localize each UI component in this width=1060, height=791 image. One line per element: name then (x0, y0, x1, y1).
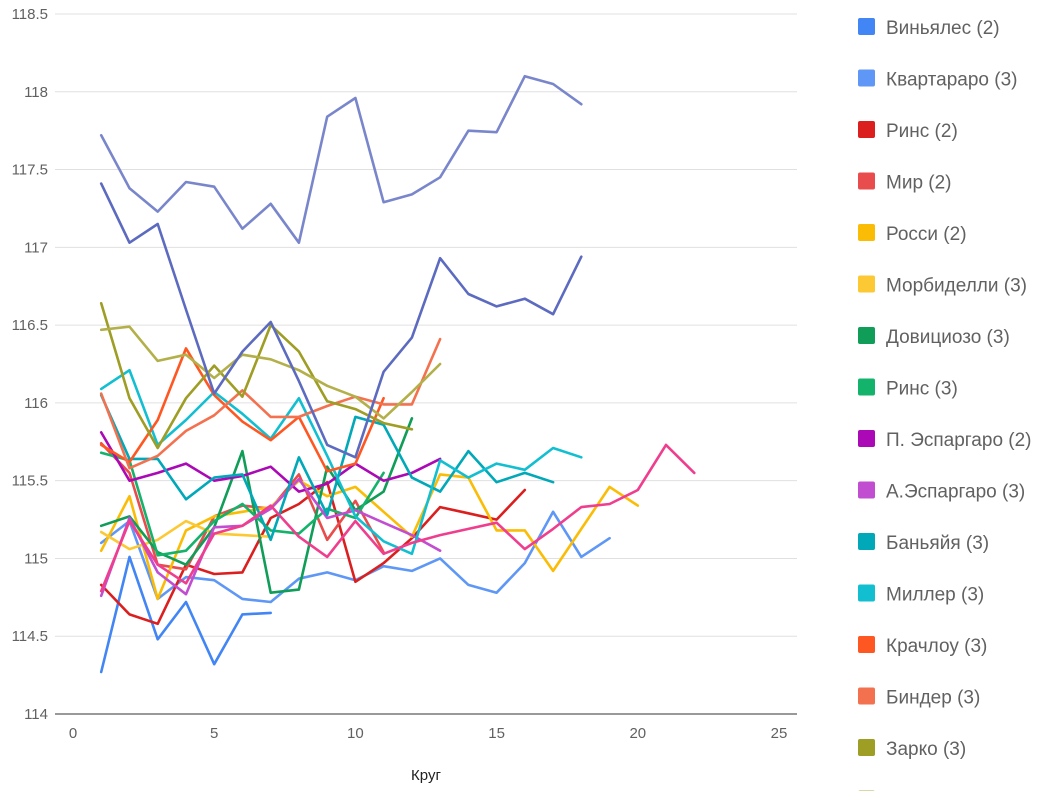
legend-label: Крачлоу (3) (886, 636, 987, 657)
y-tick-label: 114 (24, 706, 48, 723)
legend-swatch (858, 172, 875, 190)
y-tick-label: 116.5 (12, 317, 48, 334)
x-tick-label: 15 (488, 725, 505, 742)
legend-label: Зарко (3) (886, 739, 966, 760)
series-line-16 (99, 325, 442, 420)
legend-swatch (858, 584, 875, 602)
x-tick-label: 10 (347, 725, 364, 742)
x-tick-label: 0 (69, 725, 77, 742)
series-line-12 (99, 368, 583, 556)
legend-swatch (858, 430, 875, 447)
legend-label: А.Эспаргаро (3) (886, 482, 1025, 503)
series-line-11 (99, 393, 555, 542)
series-line-8 (99, 451, 385, 557)
legend-swatch (858, 69, 875, 87)
legend-label: Квартараро (3) (886, 70, 1018, 91)
legend-swatch (858, 224, 875, 241)
y-tick-label: 115.5 (12, 473, 48, 490)
x-axis-title: Круг (411, 767, 441, 784)
x-tick-label: 20 (629, 725, 646, 742)
y-axis-tick-labels: 114 114.5 115 115.5 116 116.5 117 117.5 118 118.5 (12, 6, 48, 723)
legend-swatch (858, 636, 875, 653)
legend-swatch (858, 687, 875, 705)
y-tick-label: 116 (24, 395, 48, 412)
legend-label: Биндер (3) (886, 688, 980, 709)
series-line-1 (99, 555, 273, 674)
legend-label: Морбиделли (3) (886, 276, 1027, 297)
legend-label: Миллер (3) (886, 585, 984, 606)
legend-swatch (858, 121, 875, 138)
y-tick-label: 115 (24, 550, 48, 567)
legend-swatch (858, 327, 875, 344)
series-lines (99, 74, 696, 674)
series-line-10 (99, 477, 442, 598)
series-line-3 (99, 480, 527, 626)
legend: Виньялес (2) Квартараро (3) Ринс (2) Мир (2… (858, 18, 1032, 791)
legend-label: Ринс (2) (886, 121, 958, 142)
y-tick-label: 118.5 (12, 6, 48, 23)
series-line-14 (99, 337, 442, 470)
x-tick-label: 5 (210, 725, 218, 742)
legend-label: П. Эспаргаро (2) (886, 430, 1032, 451)
legend-swatch (858, 533, 875, 550)
legend-label: Баньяйя (3) (886, 533, 989, 554)
legend-label: Мир (2) (886, 173, 952, 194)
y-tick-label: 114.5 (12, 628, 48, 645)
gridlines (55, 13, 797, 715)
legend-swatch (858, 481, 875, 499)
legend-swatch (858, 18, 875, 35)
series-line-9 (99, 431, 442, 493)
legend-label: Довициозо (3) (886, 327, 1010, 348)
series-line-17 (99, 182, 583, 459)
y-tick-label: 117 (24, 239, 48, 256)
legend-swatch (858, 739, 875, 756)
series-line-19 (99, 443, 696, 593)
legend-swatch (858, 275, 875, 293)
x-axis-tick-labels: 0 5 10 15 20 25 (69, 725, 788, 742)
series-line-7 (99, 417, 414, 595)
y-tick-label: 118 (24, 84, 48, 101)
series-line-15 (99, 301, 414, 450)
legend-swatch (858, 378, 875, 396)
x-tick-label: 25 (771, 725, 788, 742)
legend-label: Ринс (3) (886, 379, 958, 400)
y-tick-label: 117.5 (12, 162, 48, 179)
legend-label: Виньялес (2) (886, 18, 1000, 39)
series-line-18 (99, 74, 583, 244)
series-line-6 (99, 519, 273, 551)
legend-label: Росси (2) (886, 224, 967, 245)
